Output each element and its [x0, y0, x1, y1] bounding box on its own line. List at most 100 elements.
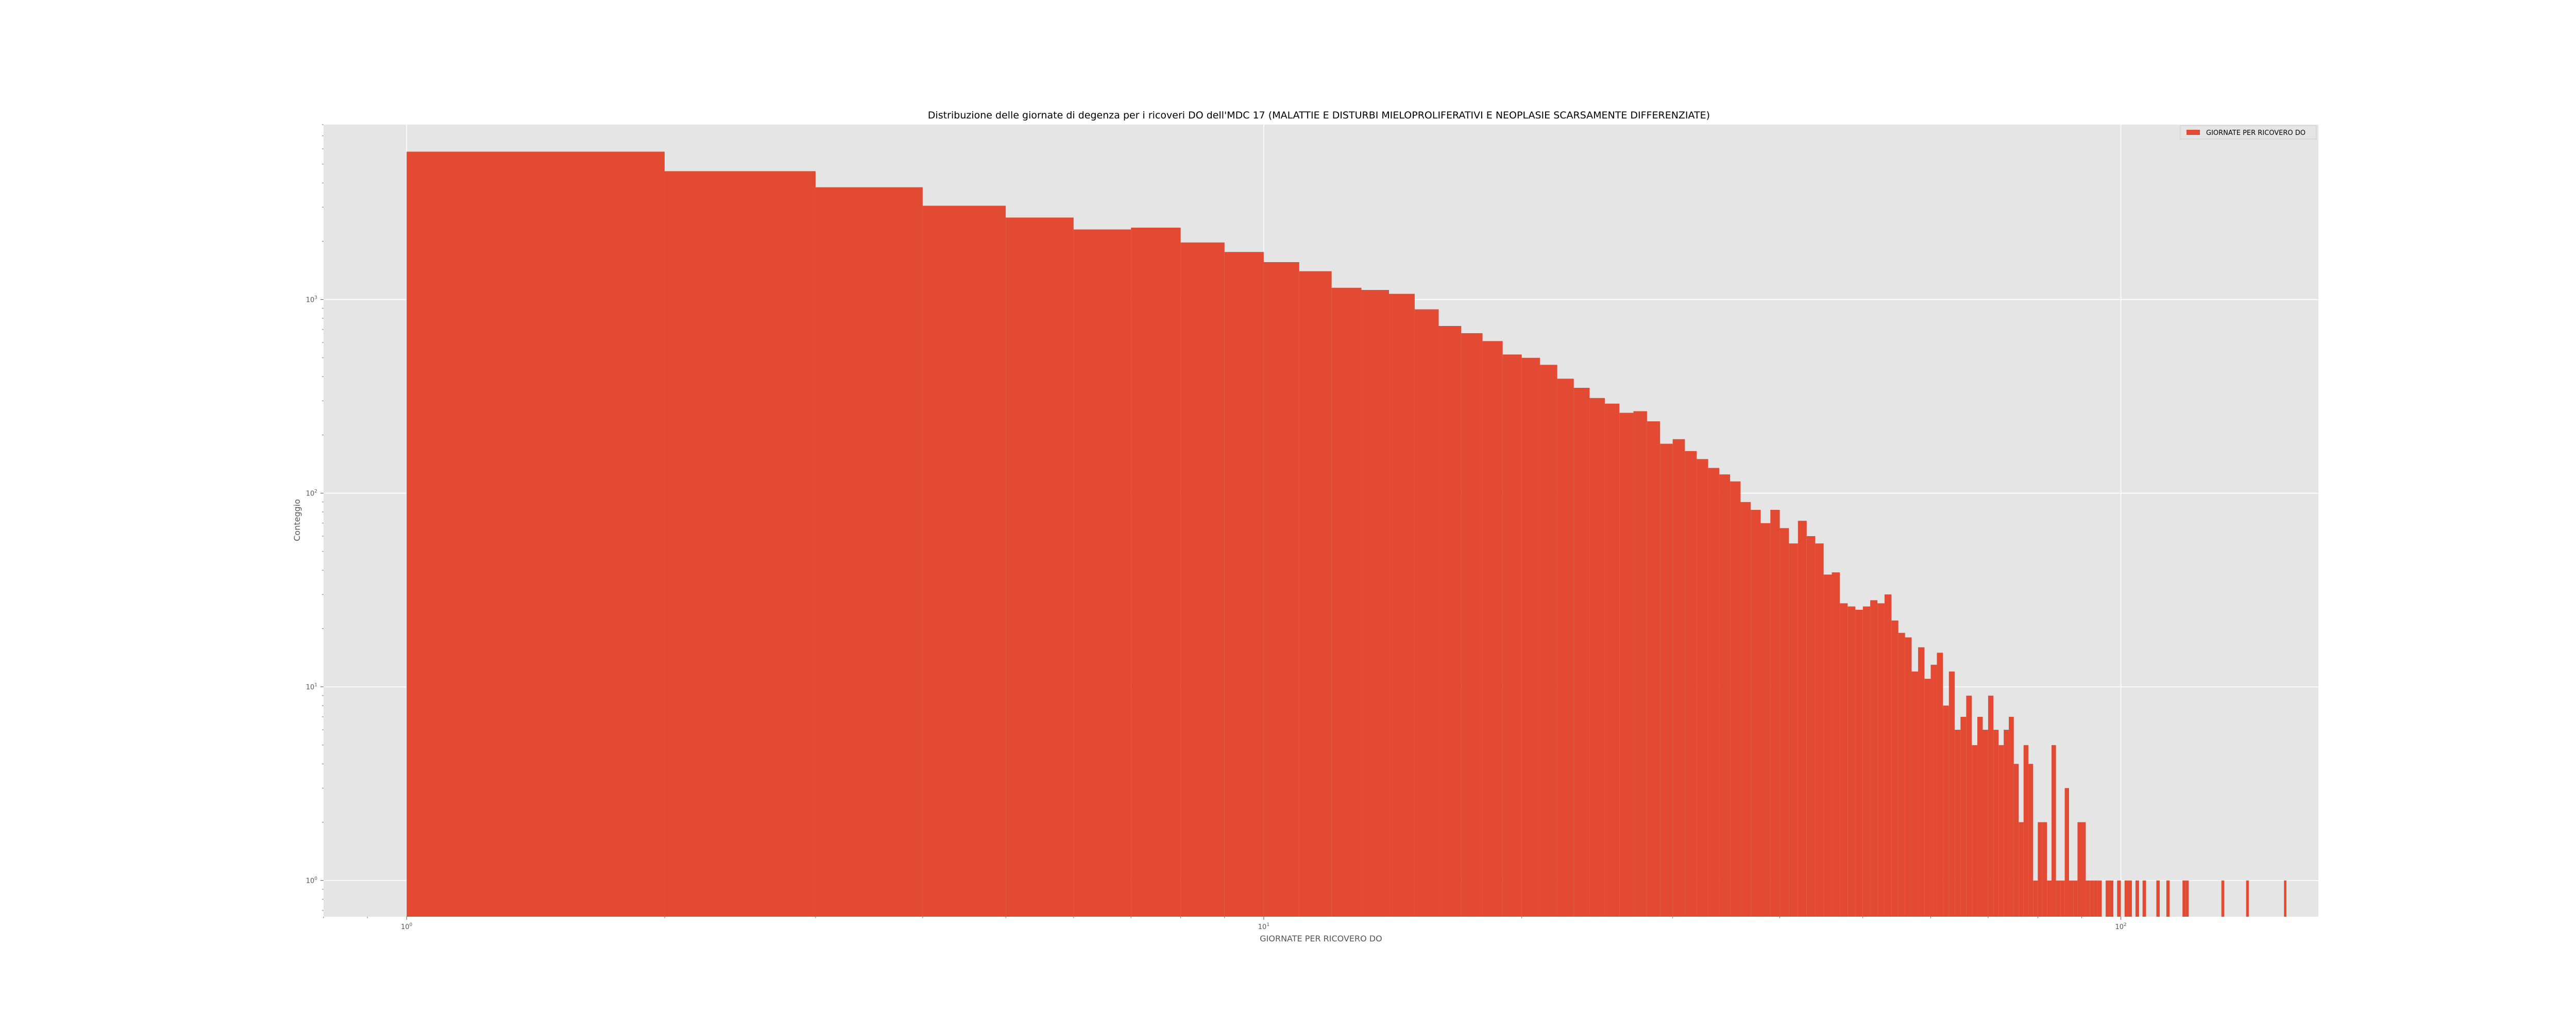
histogram-bar [2135, 880, 2139, 917]
histogram-bar [2109, 880, 2114, 917]
histogram-bar [1988, 695, 1994, 917]
histogram-bar [1924, 679, 1931, 917]
histogram-bar [1521, 357, 1540, 917]
histogram-bar [2156, 880, 2160, 917]
histogram-bar [2060, 880, 2065, 917]
histogram-bar [2019, 822, 2024, 917]
histogram-bar [2081, 822, 2086, 917]
legend: GIORNATE PER RICOVERO DO [2180, 125, 2317, 140]
histogram-bar [1982, 730, 1988, 917]
y-axis-ticks: 100 101 102 103 [306, 124, 324, 911]
histogram-bar [1998, 745, 2004, 917]
histogram-bar [1438, 325, 1462, 917]
histogram-bar [1263, 262, 1299, 917]
histogram-bar [2185, 880, 2189, 917]
histogram-bar [1389, 294, 1415, 917]
histogram-bar [1539, 365, 1557, 917]
histogram-bar [1073, 229, 1131, 917]
histogram-bar [1884, 594, 1892, 917]
histogram-bar [1482, 341, 1503, 917]
histogram-bar [665, 171, 816, 917]
histogram-bar [1966, 695, 1972, 917]
histogram-bar [1557, 379, 1574, 917]
histogram-bar [1840, 603, 1848, 917]
histogram-bar [2023, 745, 2029, 917]
histogram-bar [1502, 354, 1522, 917]
histogram-bar [2221, 880, 2225, 917]
histogram-bar [1862, 606, 1871, 917]
histogram-bar [2182, 880, 2186, 917]
histogram-bar [1960, 716, 1967, 917]
histogram-bar [922, 205, 1006, 917]
histogram-bar [1832, 572, 1840, 917]
histogram-bar [1131, 228, 1181, 917]
histogram-bar [2038, 822, 2043, 917]
histogram-bar [2069, 880, 2074, 917]
histogram-bar [2077, 822, 2082, 917]
legend-swatch [2187, 130, 2200, 135]
histogram-bar [1972, 745, 1977, 917]
histogram-bar [2004, 730, 2009, 917]
histogram-bar [1948, 671, 1955, 917]
histogram-bar [406, 151, 665, 917]
histogram-bar [2028, 764, 2033, 917]
y-tick-label: 102 [306, 489, 317, 498]
histogram-bar [1955, 730, 1961, 917]
histogram-bar [2073, 880, 2078, 917]
histogram-bar [1789, 543, 1798, 917]
histogram-bar [2128, 880, 2132, 917]
histogram-bar [2142, 880, 2146, 917]
x-axis-ticks: 100 101 102 [323, 917, 2127, 931]
histogram-bar [1299, 271, 1332, 917]
x-tick-label: 102 [2115, 922, 2126, 931]
histogram-bar [1870, 600, 1878, 917]
histogram-bar [1619, 413, 1634, 917]
histogram-bar [1647, 421, 1660, 917]
histogram-bar [1905, 637, 1912, 917]
legend-box [2180, 125, 2317, 140]
histogram-bar [1633, 411, 1647, 917]
histogram-bar [1806, 536, 1816, 917]
histogram-bar [1331, 287, 1362, 917]
histogram-bar [2166, 880, 2170, 917]
histogram-bar [1918, 647, 1925, 917]
histogram-bar [1573, 388, 1590, 917]
histogram-bar [2124, 880, 2128, 917]
y-tick-label: 101 [306, 683, 317, 692]
histogram-bar [2033, 880, 2038, 917]
y-axis-label: Conteggio [292, 499, 302, 541]
histogram-bar [1815, 543, 1824, 917]
histogram-bar [1877, 603, 1885, 917]
histogram-bar [1604, 403, 1620, 917]
histogram-bar [1937, 653, 1943, 917]
histogram-bar [1697, 459, 1708, 917]
chart-title: Distribuzione delle giornate di degenza … [928, 110, 1710, 121]
histogram-bar [1006, 217, 1074, 917]
histogram-bar [1760, 523, 1771, 917]
histogram-bar [1461, 333, 1483, 917]
legend-entry-label: GIORNATE PER RICOVERO DO [2206, 129, 2306, 137]
histogram-bar [1770, 510, 1780, 917]
histogram-bar [1224, 252, 1264, 917]
x-axis-label: GIORNATE PER RICOVERO DO [1260, 934, 1382, 943]
y-tick-label: 100 [306, 877, 318, 885]
histogram-bar [1660, 443, 1673, 917]
histogram-bar [2064, 788, 2069, 917]
histogram-bar [1361, 290, 1389, 917]
y-tick-label: 103 [306, 296, 317, 304]
histogram-bar [2042, 822, 2047, 917]
histogram-bar [1823, 574, 1832, 917]
histogram-bar [2056, 880, 2061, 917]
histogram-bar [2246, 880, 2249, 917]
histogram-bar [1751, 510, 1761, 917]
histogram-bar [1740, 502, 1751, 917]
histogram-bar [1780, 528, 1789, 917]
histogram-bar [1180, 242, 1225, 917]
histogram-bars [406, 151, 2286, 917]
histogram-bar [1798, 521, 1807, 917]
histogram-bar [2009, 716, 2014, 917]
histogram-bar [1848, 606, 1856, 917]
histogram-bar [2047, 880, 2052, 917]
histogram-bar [816, 187, 923, 917]
